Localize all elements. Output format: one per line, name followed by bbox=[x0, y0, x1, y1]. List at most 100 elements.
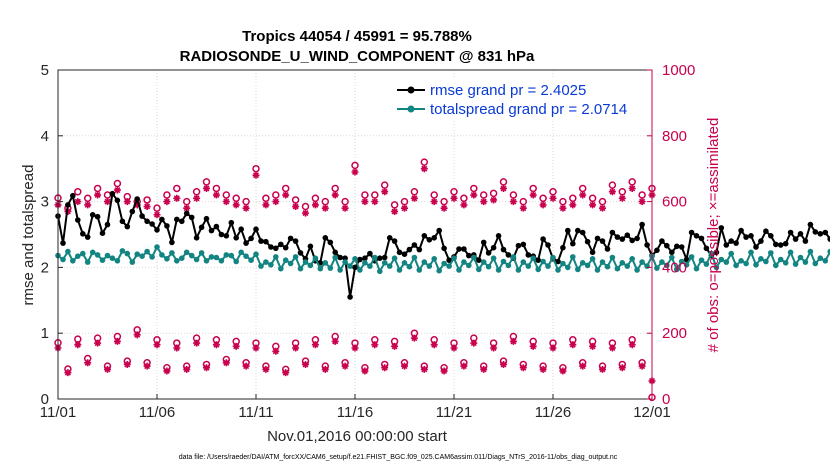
obs-possible-marker bbox=[499, 178, 508, 186]
obs-assimilated-marker bbox=[94, 191, 102, 199]
obs-possible-marker bbox=[608, 181, 617, 189]
totalspread-point bbox=[500, 258, 507, 265]
rmse-point bbox=[619, 236, 626, 242]
obs-assimilated-marker bbox=[212, 341, 220, 349]
rmse-point bbox=[787, 229, 794, 236]
totalspread-point bbox=[149, 254, 155, 260]
rmse-point bbox=[347, 294, 353, 300]
totalspread-point bbox=[723, 259, 730, 265]
rmse-point bbox=[609, 229, 616, 236]
totalspread-point bbox=[644, 263, 650, 269]
obs-possible-marker bbox=[489, 189, 498, 198]
obs-assimilated-marker bbox=[163, 367, 171, 375]
totalspread-point bbox=[817, 255, 824, 261]
totalspread-point bbox=[827, 248, 830, 255]
totalspread-point bbox=[485, 263, 492, 270]
totalspread-point bbox=[446, 263, 452, 269]
x-tick-label: 11/06 bbox=[139, 404, 175, 421]
obs-possible-marker bbox=[628, 178, 636, 186]
rmse-point bbox=[500, 246, 507, 253]
rmse-point bbox=[198, 224, 205, 231]
obs-possible-marker bbox=[311, 194, 320, 203]
totalspread-point bbox=[174, 258, 180, 264]
rmse-point bbox=[396, 249, 403, 256]
totalspread-point bbox=[822, 258, 829, 264]
totalspread-point bbox=[307, 262, 314, 269]
totalspread-point bbox=[634, 267, 640, 273]
totalspread-point bbox=[743, 260, 749, 267]
totalspread-point bbox=[599, 259, 606, 265]
y-right-tick-label: 200 bbox=[662, 325, 687, 342]
totalspread-point bbox=[396, 267, 403, 273]
rmse-point bbox=[738, 227, 744, 234]
rmse-point bbox=[763, 228, 769, 234]
obs-assimilated-marker bbox=[549, 344, 557, 352]
rmse-point bbox=[520, 241, 527, 248]
totalspread-point bbox=[208, 254, 215, 260]
totalspread-point bbox=[268, 262, 274, 268]
obs-assimilated-marker bbox=[559, 204, 567, 212]
rmse-point bbox=[238, 226, 244, 232]
totalspread-point bbox=[426, 263, 433, 269]
totalspread-point bbox=[802, 259, 809, 265]
totalspread-point bbox=[540, 258, 546, 265]
obs-possible-marker bbox=[202, 178, 211, 186]
rmse-point bbox=[664, 242, 670, 249]
totalspread-point bbox=[377, 268, 383, 275]
obs-possible-marker bbox=[430, 191, 438, 199]
obs-possible-marker bbox=[371, 191, 379, 199]
obs-assimilated-marker bbox=[628, 184, 636, 192]
totalspread-point bbox=[287, 260, 294, 267]
obs-possible-marker bbox=[638, 191, 646, 199]
totalspread-point bbox=[525, 263, 532, 269]
totalspread-point bbox=[758, 255, 764, 262]
rmse-point bbox=[589, 249, 596, 256]
totalspread-point bbox=[386, 263, 393, 269]
rmse-point bbox=[822, 229, 829, 236]
totalspread-point bbox=[763, 258, 769, 265]
obs-possible-marker bbox=[153, 204, 161, 212]
rmse-point bbox=[139, 213, 145, 219]
rmse-point bbox=[565, 227, 571, 234]
obs-possible-marker bbox=[380, 181, 389, 189]
rmse-point bbox=[144, 218, 150, 225]
totalspread-point bbox=[520, 259, 527, 265]
obs-assimilated-marker bbox=[539, 201, 547, 209]
totalspread-point bbox=[164, 255, 170, 262]
totalspread-point bbox=[782, 260, 789, 266]
totalspread-point bbox=[773, 262, 779, 269]
rmse-point bbox=[223, 233, 230, 239]
obs-assimilated-marker bbox=[509, 198, 517, 206]
totalspread-point bbox=[490, 255, 497, 261]
totalspread-point bbox=[134, 251, 140, 257]
obs-assimilated-marker bbox=[113, 337, 121, 345]
obs-assimilated-marker bbox=[222, 359, 230, 367]
totalspread-point bbox=[362, 260, 368, 266]
rmse-point bbox=[109, 190, 116, 197]
rmse-point bbox=[476, 257, 482, 264]
obs-assimilated-marker bbox=[302, 360, 309, 368]
rmse-point bbox=[416, 246, 423, 253]
totalspread-point bbox=[436, 267, 443, 274]
rmse-point bbox=[535, 257, 541, 264]
obs-assimilated-marker bbox=[262, 365, 270, 373]
obs-assimilated-marker bbox=[292, 203, 300, 211]
totalspread-point bbox=[619, 260, 626, 266]
obs-assimilated-marker bbox=[608, 344, 616, 352]
rmse-point bbox=[654, 247, 660, 254]
totalspread-point bbox=[669, 254, 675, 261]
rmse-point bbox=[624, 232, 631, 238]
rmse-point bbox=[174, 216, 180, 223]
rmse-point bbox=[505, 252, 512, 258]
totalspread-point bbox=[312, 255, 319, 261]
x-axis-label: Nov.01,2016 00:00:00 start bbox=[267, 428, 448, 445]
obs-assimilated-marker bbox=[282, 369, 290, 377]
obs-assimilated-marker bbox=[500, 360, 507, 368]
totalspread-point bbox=[218, 258, 225, 264]
totalspread-point bbox=[213, 254, 220, 261]
obs-assimilated-marker bbox=[529, 342, 537, 350]
obs-possible-marker bbox=[321, 197, 330, 206]
totalspread-point bbox=[238, 249, 244, 256]
rmse-point bbox=[674, 243, 680, 250]
